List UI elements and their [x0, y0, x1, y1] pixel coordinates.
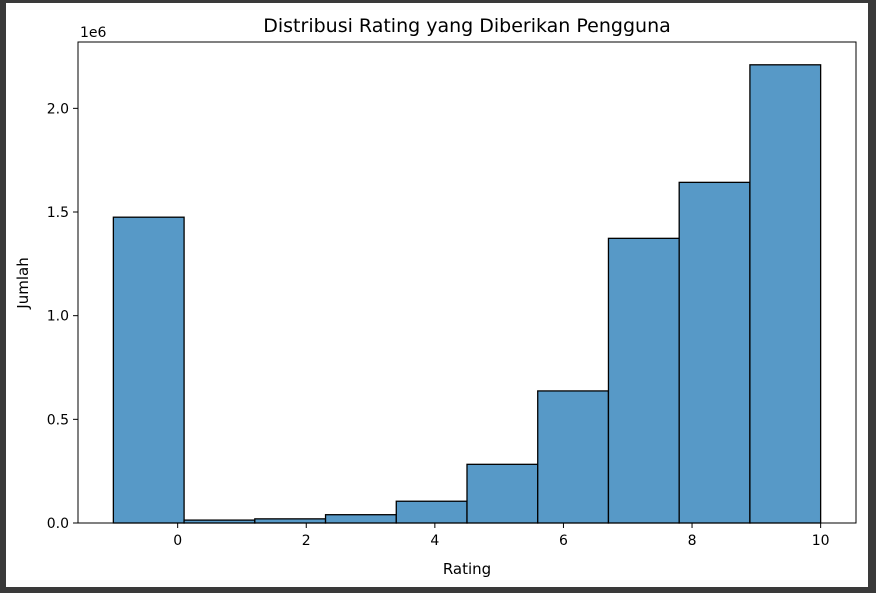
histogram-bar-6	[466, 463, 539, 524]
x-tick-label: 6	[559, 533, 568, 549]
chart-figure: Distribusi Rating yang Diberikan Penggun…	[6, 3, 868, 587]
histogram-bar-8	[607, 237, 680, 524]
histogram-bar-5	[395, 500, 468, 524]
y-tick-label: 1.0	[47, 309, 69, 325]
x-tick-label: 10	[812, 533, 830, 549]
histogram-bar-10	[749, 64, 822, 524]
chart-title: Distribusi Rating yang Diberikan Penggun…	[263, 15, 671, 37]
y-tick-label: 2.0	[47, 101, 69, 117]
y-tick-label: 0.5	[47, 412, 69, 428]
histogram-bar-1	[112, 216, 185, 524]
histogram-bar-4	[324, 514, 397, 524]
y-offset-label: 1e6	[80, 25, 107, 41]
histogram-chart: Distribusi Rating yang Diberikan Penggun…	[14, 15, 857, 578]
y-axis-label: Jumlah	[14, 257, 32, 309]
x-ticks: 0 2 4 6 8 10	[173, 523, 830, 549]
x-axis-label: Rating	[443, 560, 491, 578]
x-tick-label: 2	[302, 533, 311, 549]
bars-group	[112, 64, 822, 524]
x-tick-label: 0	[173, 533, 182, 549]
histogram-bar-9	[678, 181, 751, 524]
histogram-bar-7	[537, 390, 610, 524]
plot-area-frame	[77, 41, 857, 524]
x-tick-label: 8	[688, 533, 697, 549]
y-ticks: 0.0 0.5 1.0 1.5 2.0	[47, 101, 78, 532]
y-tick-label: 0.0	[47, 516, 69, 532]
y-tick-label: 1.5	[47, 205, 69, 221]
x-tick-label: 4	[430, 533, 439, 549]
histogram-bar-3	[254, 518, 327, 524]
